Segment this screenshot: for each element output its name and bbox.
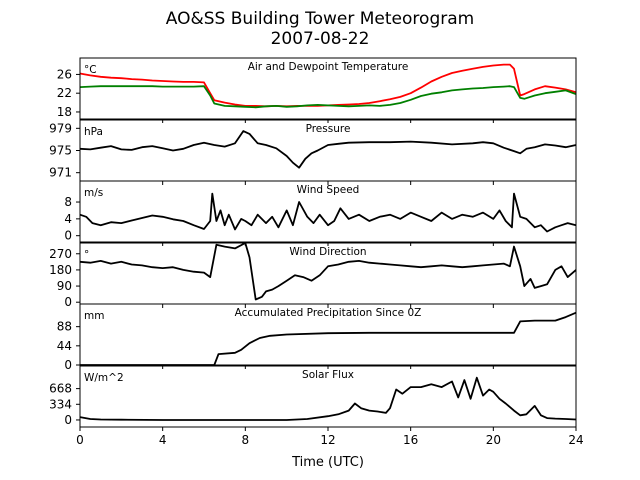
panel-6-series-1-line xyxy=(79,376,577,421)
panel-4-series-1-line xyxy=(79,242,577,301)
panel-6-title: Solar Flux xyxy=(302,369,354,381)
panel-4-y-tick-label: 180 xyxy=(49,263,72,277)
panel-6-y-tick-label: 0 xyxy=(64,413,72,427)
panel-1-series-2-line xyxy=(79,85,577,109)
panel-1-y-tick-label: 22 xyxy=(57,86,72,100)
x-tick-label: 12 xyxy=(320,433,335,447)
x-tick-label: 20 xyxy=(486,433,501,447)
chart-title-line2: 2007-08-22 xyxy=(271,29,370,49)
panel-2-series-1-line xyxy=(79,130,577,169)
panel-5-y-tick-label: 88 xyxy=(57,320,72,334)
panel-5-unit: mm xyxy=(84,310,104,322)
panel-2-y-tick-label: 971 xyxy=(49,166,72,180)
panel-4-title: Wind Direction xyxy=(289,246,366,258)
panel-2-title: Pressure xyxy=(306,123,351,135)
panel-3-y-tick-label: 4 xyxy=(64,212,72,226)
panel-4-y-tick-label: 0 xyxy=(64,295,72,309)
panel-6-unit: W/m^2 xyxy=(84,372,124,384)
chart-title-line1: AO&SS Building Tower Meteorogram xyxy=(166,9,474,29)
panel-1-unit: °C xyxy=(84,64,97,76)
panel-6-y-tick-label: 668 xyxy=(49,382,72,396)
panel-1-title: Air and Dewpoint Temperature xyxy=(248,61,409,73)
x-tick-label: 16 xyxy=(403,433,418,447)
panel-3-y-tick-label: 8 xyxy=(64,195,72,209)
panel-4-y-tick-label: 270 xyxy=(49,247,72,261)
panel-5-y-tick-label: 0 xyxy=(64,358,72,372)
panel-3: 0 4 8 Wind Speed m/s xyxy=(64,180,577,246)
panel-2-y-tick-label: 975 xyxy=(49,144,72,158)
panel-2-y-tick-label: 979 xyxy=(49,121,72,135)
panel-6-y-tick-label: 334 xyxy=(49,397,72,411)
x-axis: 0 4 8 12 16 20 24 xyxy=(76,433,583,447)
panel-3-y-tick-label: 0 xyxy=(64,229,72,243)
panel-5-y-tick-label: 44 xyxy=(57,339,72,353)
x-axis-title: Time (UTC) xyxy=(291,455,364,470)
x-tick-label: 4 xyxy=(159,433,167,447)
panel-2: 971 975 979 Pressure hPa xyxy=(49,119,577,185)
panel-3-title: Wind Speed xyxy=(297,184,360,196)
panel-4: 0 90 180 270 Wind Direction ° xyxy=(49,242,577,309)
panel-3-series-1-line xyxy=(79,192,577,233)
panel-1-y-tick-label: 26 xyxy=(57,67,72,81)
panel-5: 0 44 88 Accumulated Precipitation Since 0Z m… xyxy=(57,303,577,372)
panel-5-title: Accumulated Precipitation Since 0Z xyxy=(235,307,422,319)
panel-4-y-tick-label: 90 xyxy=(57,279,72,293)
x-tick-label: 0 xyxy=(76,433,84,447)
panel-4-unit: ° xyxy=(84,249,89,261)
x-tick-label: 24 xyxy=(568,433,583,447)
panel-2-unit: hPa xyxy=(84,126,103,138)
x-tick-label: 8 xyxy=(242,433,250,447)
panel-1-y-tick-label: 18 xyxy=(57,105,72,119)
panel-3-unit: m/s xyxy=(84,187,103,199)
panel-5-series-1-line xyxy=(80,311,577,366)
panel-1: 18 22 26 Air and Dewpoint Temperature °C xyxy=(57,57,577,123)
